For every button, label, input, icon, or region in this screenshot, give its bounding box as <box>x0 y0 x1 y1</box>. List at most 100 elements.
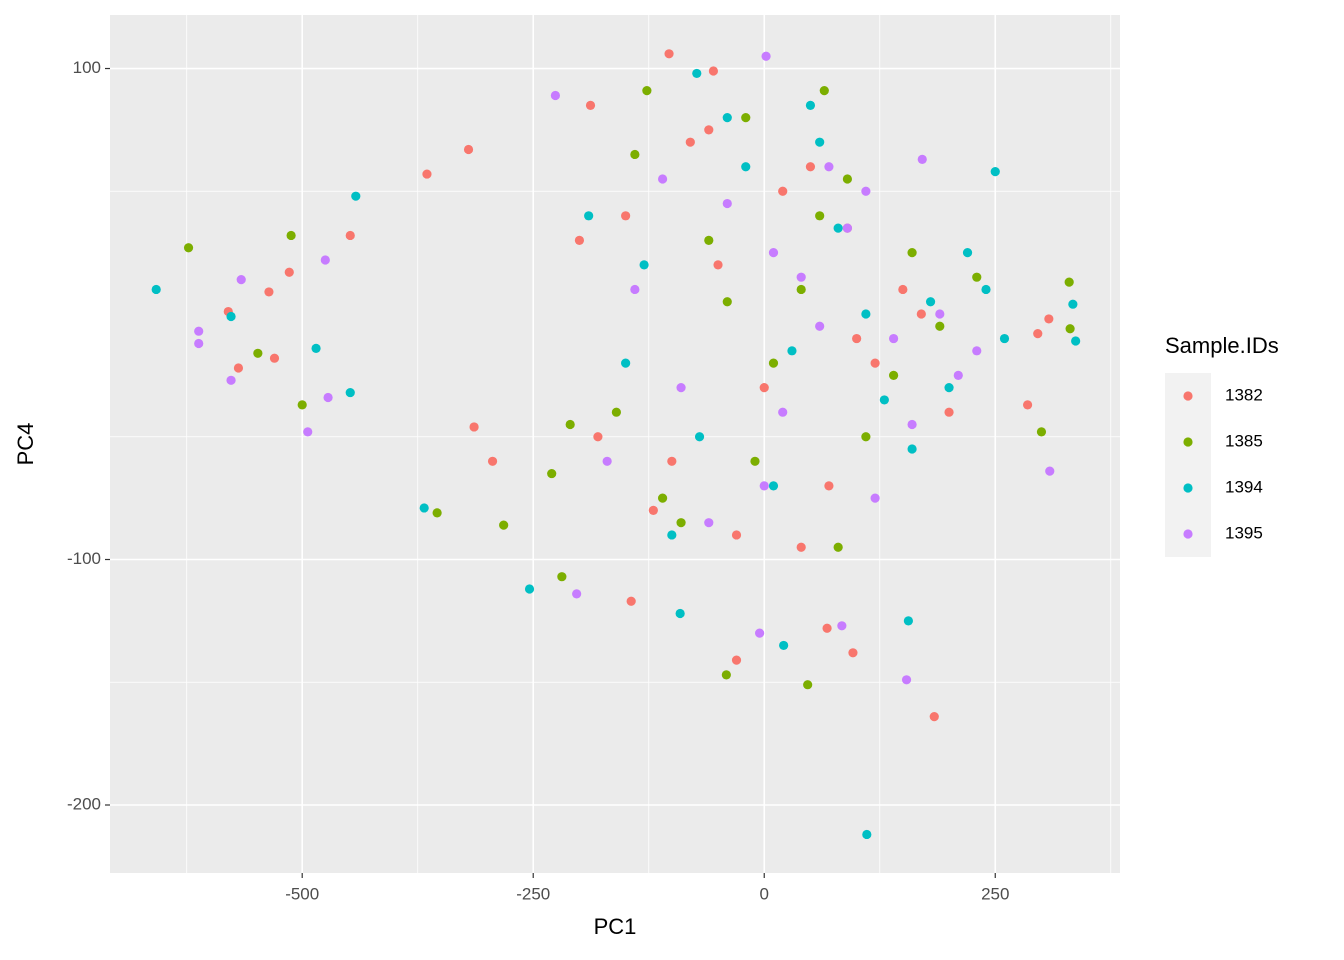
point <box>713 260 723 270</box>
x-tick-label: 0 <box>760 884 769 903</box>
point <box>815 211 825 221</box>
y-tick-label: 100 <box>73 58 101 77</box>
point <box>345 387 355 398</box>
point <box>861 309 871 319</box>
point <box>1044 314 1054 324</box>
point <box>323 392 333 403</box>
point <box>889 370 899 380</box>
point <box>787 346 797 356</box>
point <box>704 125 714 135</box>
point <box>676 383 686 393</box>
point <box>432 508 442 518</box>
point <box>903 616 913 626</box>
point <box>848 648 858 658</box>
point <box>759 481 769 491</box>
point <box>667 456 677 466</box>
legend-label: 1382 <box>1225 385 1263 404</box>
point <box>1022 400 1033 410</box>
point <box>852 333 862 344</box>
point <box>953 370 963 380</box>
point <box>639 260 649 270</box>
point <box>944 407 954 417</box>
point <box>151 284 161 295</box>
legend-key <box>1183 483 1193 493</box>
point <box>269 353 280 363</box>
point <box>194 338 204 349</box>
point <box>422 169 432 179</box>
point <box>796 542 806 552</box>
point <box>297 400 307 410</box>
point <box>253 348 263 358</box>
point <box>345 230 355 241</box>
point <box>584 211 594 221</box>
point <box>761 51 771 61</box>
point <box>962 248 973 258</box>
point <box>879 395 889 405</box>
point <box>664 49 674 59</box>
point <box>944 383 954 393</box>
point <box>311 343 321 353</box>
point <box>721 670 731 680</box>
x-axis-title: PC1 <box>594 914 637 939</box>
point <box>648 505 658 516</box>
point <box>226 311 236 322</box>
point <box>469 422 479 432</box>
point <box>708 66 719 76</box>
point <box>264 287 274 297</box>
point <box>557 572 567 582</box>
point <box>565 419 575 430</box>
point <box>320 255 330 265</box>
point <box>547 468 557 479</box>
point <box>759 383 769 393</box>
point <box>755 628 765 638</box>
point <box>741 162 751 172</box>
point <box>935 321 945 331</box>
point <box>499 520 509 530</box>
legend-key <box>1183 529 1193 539</box>
x-tick-label: -250 <box>516 884 550 903</box>
point <box>768 358 779 368</box>
point <box>303 427 313 437</box>
points <box>151 49 1081 840</box>
point <box>621 358 631 368</box>
point <box>731 655 742 665</box>
point <box>286 230 296 241</box>
point <box>824 481 834 491</box>
point <box>722 113 732 123</box>
grid <box>110 15 1120 873</box>
point <box>585 100 596 110</box>
point <box>796 272 806 282</box>
point <box>870 358 880 368</box>
point <box>803 680 813 690</box>
panel <box>110 15 1120 873</box>
point <box>236 275 246 285</box>
point <box>630 284 640 295</box>
point <box>657 174 668 184</box>
point <box>642 86 652 96</box>
legend-label: 1385 <box>1225 431 1263 450</box>
point <box>419 503 429 513</box>
point <box>917 154 927 164</box>
point <box>621 211 631 221</box>
point <box>837 621 847 631</box>
point <box>1071 336 1081 346</box>
point <box>1064 277 1074 287</box>
point <box>870 493 880 503</box>
point <box>768 481 779 491</box>
point <box>667 530 677 540</box>
point <box>1036 427 1047 437</box>
point <box>972 272 982 282</box>
point <box>183 243 194 253</box>
point <box>1065 324 1075 334</box>
point <box>722 297 732 307</box>
point <box>524 584 535 594</box>
legend-title: Sample.IDs <box>1165 333 1279 358</box>
point <box>676 518 686 528</box>
point <box>999 333 1010 344</box>
point <box>233 363 244 373</box>
point <box>704 518 714 528</box>
point <box>351 191 361 201</box>
x-tick-label: -500 <box>285 884 319 903</box>
point <box>861 186 871 196</box>
